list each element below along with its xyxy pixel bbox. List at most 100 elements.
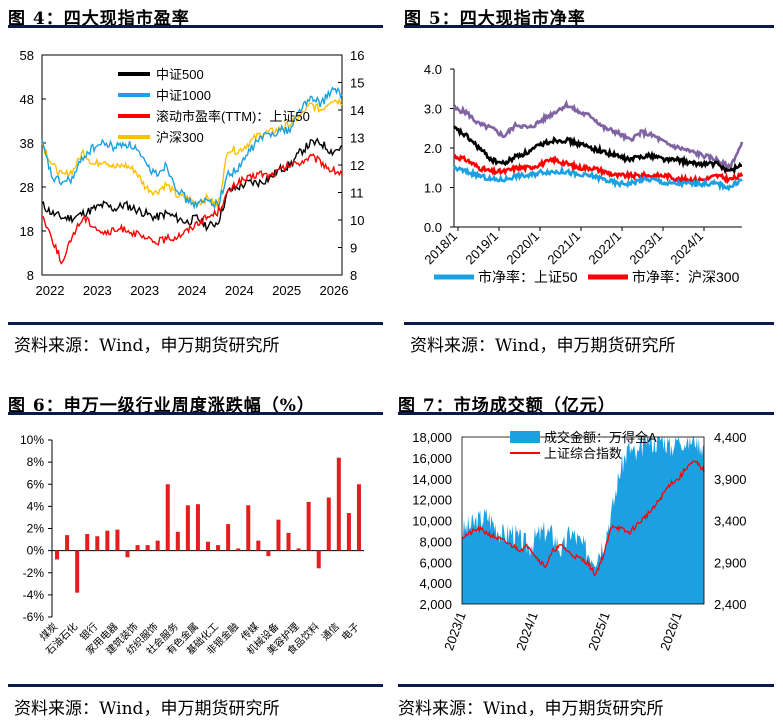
fig4-legend-label: 中证1000: [156, 88, 211, 103]
fig7-rule: [398, 412, 774, 415]
fig6-x-tick-label: 电子: [339, 620, 362, 643]
fig4-right-tick-label: 9: [350, 241, 357, 256]
fig6-bar: [65, 535, 70, 551]
fig5-y-tick-label: 3.0: [424, 102, 442, 117]
fig7-left-tick-label: 4,000: [419, 576, 452, 591]
fig5-x-tick-label: 2021/1: [544, 229, 583, 268]
fig7-left-tick-label: 6,000: [419, 555, 452, 570]
fig7-legend-label: 成交金额：万得全A: [544, 430, 657, 445]
fig4-x-tick-label: 2024: [225, 283, 254, 298]
fig4-title: 图 4：四大现指市盈率: [8, 9, 190, 29]
fig5-x-tick-label: 2024/1: [667, 229, 706, 268]
fig6-y-tick-label: -6%: [23, 610, 45, 624]
fig7-right-tick-label: 4,400: [714, 430, 747, 445]
fig6-bar: [85, 534, 90, 551]
fig5-bottom-rule: [404, 322, 774, 325]
fig5-x-tick-label: 2020/1: [503, 229, 542, 268]
fig6-bar: [276, 519, 281, 551]
fig6-bar: [135, 545, 140, 551]
fig4-left-tick-label: 58: [20, 48, 34, 63]
fig4-right-tick-label: 14: [350, 103, 364, 118]
fig7-x-tick-label: 2024/1: [513, 610, 541, 652]
fig4-x-tick-label: 2023: [83, 283, 112, 298]
fig4-source: 资料来源：Wind，申万期货研究所: [14, 336, 280, 356]
fig7-x-tick-label: 2023/1: [441, 610, 469, 652]
fig6-bar: [346, 513, 351, 551]
fig6-bar: [165, 484, 170, 551]
fig4-series-line: [41, 97, 343, 209]
fig6-bar: [356, 484, 361, 551]
fig5-x-tick-label: 2022/1: [585, 229, 624, 268]
fig6-bar: [125, 550, 130, 558]
fig4-x-tick-label: 2025: [272, 283, 301, 298]
fig5-x-tick-label: 2019/1: [462, 229, 501, 268]
fig4-right-tick-label: 12: [350, 158, 364, 173]
fig6-bar: [256, 540, 261, 551]
fig6-y-tick-label: 6%: [27, 477, 45, 491]
fig6-title: 图 6：申万一级行业周度涨跌幅（%）: [8, 396, 315, 416]
fig5-series-line: [452, 125, 743, 175]
fig6-x-tick-label: 通信: [319, 621, 342, 644]
fig7-title: 图 7：市场成交额（亿元）: [398, 396, 616, 416]
fig5-x-tick-label: 2023/1: [626, 229, 665, 268]
fig4-left-tick-label: 48: [20, 92, 34, 107]
fig5-series-line: [452, 164, 743, 192]
fig4-right-tick-label: 16: [350, 48, 364, 63]
fig6-bottom-rule: [8, 684, 383, 687]
fig6-bar: [306, 501, 311, 551]
fig4-right-tick-label: 13: [350, 131, 364, 146]
fig6-y-tick-label: 2%: [27, 522, 45, 536]
fig6-bar: [216, 545, 221, 551]
fig7-index-line: [461, 460, 705, 577]
fig6-bar: [316, 550, 321, 569]
fig7-right-tick-label: 3,400: [714, 514, 747, 529]
fig6-y-tick-label: 0%: [27, 544, 45, 558]
fig7-left-tick-label: 12,000: [412, 493, 452, 508]
fig6-bar: [296, 548, 301, 551]
fig4-left-tick-label: 18: [20, 224, 34, 239]
fig5-legend-label: 市净率：上证50: [478, 269, 578, 285]
fig4-right-tick-label: 8: [350, 268, 357, 283]
fig6-bar: [175, 531, 180, 551]
fig6-bar: [115, 529, 120, 551]
fig4-rule: [8, 25, 383, 28]
fig4-legend-label: 中证500: [156, 67, 204, 82]
fig6-y-tick-label: 8%: [27, 455, 45, 469]
fig4-left-tick-label: 38: [20, 136, 34, 151]
fig7-left-tick-label: 8,000: [419, 534, 452, 549]
fig4-x-tick-label: 2024: [178, 283, 207, 298]
fig6-y-tick-label: 4%: [27, 499, 45, 513]
fig7-legend-label: 上证综合指数: [544, 446, 622, 461]
fig7-right-tick-label: 3,900: [714, 472, 747, 487]
fig5-source: 资料来源：Wind，申万期货研究所: [410, 336, 676, 356]
fig4-left-tick-label: 28: [20, 180, 34, 195]
fig4-right-tick-label: 11: [350, 186, 364, 201]
fig6-bar: [236, 548, 241, 551]
fig6-source: 资料来源：Wind，申万期货研究所: [14, 699, 280, 719]
fig5-y-tick-label: 1.0: [424, 181, 442, 196]
fig7-legend-swatch: [510, 431, 540, 443]
fig5-rule: [404, 25, 774, 28]
fig6-bar: [246, 505, 251, 551]
fig5-title: 图 5：四大现指市净率: [404, 9, 586, 29]
fig5-legend-label: 市净率：沪深300: [632, 269, 740, 285]
fig6-bar: [226, 524, 231, 551]
fig6-rule: [8, 412, 383, 415]
fig7-bottom-rule: [398, 684, 774, 687]
fig4-legend-label: 滚动市盈率(TTM)：上证50: [156, 109, 310, 124]
fig6-bar: [185, 505, 190, 551]
fig6-bar: [105, 530, 110, 551]
fig6-bar: [286, 532, 291, 551]
fig6-bar: [55, 550, 60, 560]
fig5-y-tick-label: 2.0: [424, 141, 442, 156]
fig5-y-tick-label: 4.0: [424, 62, 442, 77]
fig6-bar: [95, 536, 100, 551]
fig4-series-line: [41, 86, 343, 210]
fig4-legend-label: 沪深300: [156, 130, 204, 145]
fig7-chart: 18,000 16,000 14,000 12,000 10,000 8,000 6,000…: [412, 430, 747, 652]
fig4-bottom-rule: [8, 322, 383, 325]
fig4-x-tick-label: 2023: [130, 283, 159, 298]
fig7-left-tick-label: 18,000: [412, 430, 452, 445]
